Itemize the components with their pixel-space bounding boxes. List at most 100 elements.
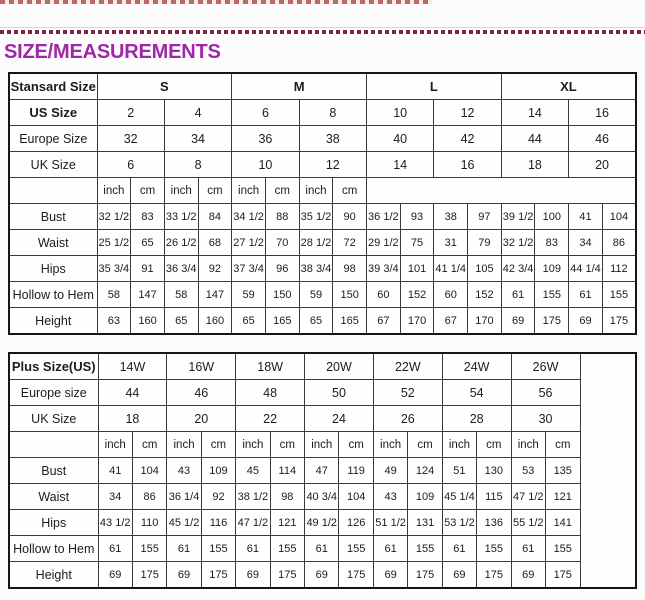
measurement-cell: 45 1/4	[441, 483, 478, 510]
measurement-cell: 59	[298, 281, 334, 308]
empty-column-cell	[579, 352, 637, 589]
measurement-cell: 49 1/2	[304, 509, 340, 536]
size-cell: 28	[441, 405, 512, 432]
row-label-bust: Bust	[8, 457, 99, 484]
size-cell: 20	[166, 405, 237, 432]
size-group-26w: 26W	[510, 352, 581, 380]
standard-size-table-body: Stansard Size S M L XL US Size 2 4 6 8 10 12 14 16 Eur…	[8, 72, 637, 335]
measurement-cell: 61	[441, 535, 478, 562]
measurement-cell: 170	[399, 307, 435, 335]
measurement-cell: 25 1/2	[96, 229, 132, 256]
measurement-cell: 41	[568, 203, 603, 230]
size-cell: 6	[96, 151, 165, 178]
measurement-cell: 84	[197, 203, 233, 230]
measurement-cell: 104	[338, 483, 374, 510]
measurement-cell: 38	[433, 203, 469, 230]
measurement-cell: 150	[264, 281, 300, 308]
size-cell: 24	[304, 405, 374, 432]
measurement-cell: 43	[372, 483, 409, 510]
size-cell: 42	[433, 125, 502, 152]
measurement-cell: 121	[269, 509, 306, 536]
measurement-cell: 69	[510, 561, 546, 589]
measurement-cell: 150	[332, 281, 367, 308]
measurement-cell: 93	[399, 203, 435, 230]
page-title: SIZE/MEASUREMENTS	[4, 41, 221, 63]
unit-header: cm	[197, 177, 233, 204]
measurement-cell: 109	[534, 255, 570, 282]
measurement-cell: 88	[264, 203, 300, 230]
measurement-cell: 47 1/2	[235, 509, 271, 536]
measurement-cell: 92	[197, 255, 233, 282]
measurement-cell: 42 3/4	[500, 255, 536, 282]
size-cell: 36	[231, 125, 300, 152]
measurement-cell: 35 3/4	[96, 255, 132, 282]
measurement-cell: 98	[269, 483, 306, 510]
size-cell: 4	[163, 99, 233, 126]
measurement-cell: 58	[96, 281, 132, 308]
size-cell: 46	[568, 125, 637, 152]
unit-header: inch	[510, 431, 546, 458]
table-row: inch cm inch cm inch cm inch cm	[8, 177, 636, 204]
unit-header: cm	[269, 431, 306, 458]
measurement-cell: 26 1/2	[163, 229, 199, 256]
table-row: Height 69 175 69 175 69 175 69 175 69 175 69 175 69 17…	[8, 561, 636, 589]
measurement-cell: 69	[166, 561, 202, 589]
size-cell: 12	[433, 99, 502, 126]
measurement-cell: 43 1/2	[97, 509, 133, 536]
measurement-cell: 155	[200, 535, 237, 562]
table-row: US Size 2 4 6 8 10 12 14 16	[8, 99, 637, 126]
measurement-cell: 32 1/2	[500, 229, 536, 256]
size-cell: 16	[433, 151, 502, 178]
size-group-14w: 14W	[97, 352, 168, 380]
measurement-cell: 141	[544, 509, 581, 536]
measurement-cell: 175	[200, 561, 237, 589]
measurement-cell: 104	[601, 203, 637, 230]
measurement-cell: 121	[544, 483, 581, 510]
unit-header: cm	[332, 177, 367, 204]
measurement-cell: 175	[131, 561, 168, 589]
unit-header: inch	[97, 431, 133, 458]
hairline-divider	[0, 27, 645, 28]
standard-size-table: Stansard Size S M L XL US Size 2 4 6 8 10 12 14 16 Eur…	[8, 72, 637, 335]
size-cell: 50	[304, 379, 374, 406]
measurement-cell: 34 1/2	[231, 203, 266, 230]
table-row: Hollow to Hem 58 147 58 147 59 150 59 150 60 152 60…	[8, 281, 637, 308]
unit-header: inch	[441, 431, 478, 458]
unit-header: cm	[338, 431, 374, 458]
measurement-cell: 109	[407, 483, 443, 510]
measurement-cell: 65	[130, 229, 165, 256]
table-row: Height 63 160 65 160 65 165 65 165 67 170 67 170 69 17…	[8, 307, 637, 335]
measurement-cell: 155	[534, 281, 570, 308]
measurement-cell: 155	[544, 535, 581, 562]
measurement-cell: 136	[476, 509, 512, 536]
measurement-cell: 91	[130, 255, 165, 282]
size-cell: 52	[372, 379, 443, 406]
measurement-cell: 36 1/4	[166, 483, 202, 510]
row-label-bust: Bust	[8, 203, 98, 230]
unit-row-blank-label	[8, 177, 98, 204]
measurement-cell: 175	[338, 561, 374, 589]
measurement-cell: 40 3/4	[304, 483, 340, 510]
unit-header: cm	[476, 431, 512, 458]
size-group-24w: 24W	[441, 352, 512, 380]
measurement-cell: 51	[441, 457, 478, 484]
row-label-europe-size: Europe size	[8, 379, 99, 406]
row-label-us-size: US Size	[8, 99, 98, 126]
measurement-cell: 47 1/2	[510, 483, 546, 510]
size-cell: 30	[510, 405, 581, 432]
measurement-cell: 101	[399, 255, 435, 282]
measurement-cell: 155	[269, 535, 306, 562]
size-cell: 10	[365, 99, 435, 126]
measurement-cell: 124	[407, 457, 443, 484]
measurement-cell: 100	[534, 203, 570, 230]
measurement-cell: 45 1/2	[166, 509, 202, 536]
size-cell: 46	[166, 379, 237, 406]
size-cell: 8	[163, 151, 233, 178]
measurement-cell: 97	[467, 203, 502, 230]
unit-header: inch	[166, 431, 202, 458]
size-cell: 26	[372, 405, 443, 432]
measurement-cell: 61	[304, 535, 340, 562]
unit-header: cm	[130, 177, 165, 204]
measurement-cell: 41	[97, 457, 133, 484]
measurement-cell: 83	[130, 203, 165, 230]
